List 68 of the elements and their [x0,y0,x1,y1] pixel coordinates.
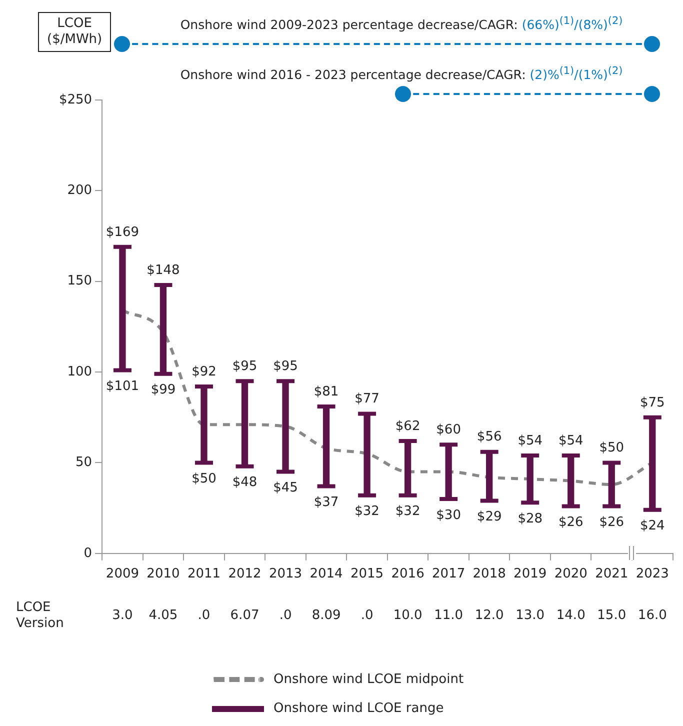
x-tick-label: 2014 [310,566,343,582]
annotation: $29 [476,510,502,525]
y-axis-title: LCOE ($/MWh) [38,12,112,52]
text: .0 [279,608,292,623]
y-tick-label: 200 [67,183,92,198]
data-label: $50 [599,440,624,456]
data-label: $56 [476,430,502,445]
text: 3.0 [112,608,133,623]
annotation: $32 [395,504,420,520]
legend-label: Onshore wind LCOE midpoint [274,672,464,687]
data-label: $75 [640,395,665,410]
text: 12.0 [474,608,504,623]
annotation: $99 [150,382,176,398]
data-label: $54 [558,433,584,448]
annotation: $30 [436,508,461,523]
x-tick-label: 2021 [595,566,628,582]
data-label: $77 [354,392,380,407]
x-tick-label: 2015 [350,566,384,582]
annotation: $28 [518,511,543,526]
annotation: $26 [599,515,624,530]
text: 16.0 [638,608,667,623]
x-tick-label: 2016 [391,566,424,582]
x-tick-label: 2023 [636,566,669,582]
data-label: $95 [232,358,258,374]
annotation: $26 [558,515,584,530]
annotation: $50 [192,472,216,487]
annotation: $32 [354,504,380,520]
x-tick-label: 2009 [106,566,140,582]
y-tick-label: $250 [58,92,92,108]
text: .0 [360,608,374,623]
data-label: $148 [146,262,180,278]
text: 6.07 [230,608,260,623]
annotation: $24 [640,518,665,534]
annotation: $48 [232,475,258,490]
x-tick-label: 2017 [432,566,466,582]
annotation: $101 [106,379,140,394]
x-tick-label: 2011 [187,566,221,582]
text: Onshore wind 2016 - 2023 percentage decrease/CAGR: (2)%$^{(1)}$/(1%)$^{(2)}$ [180,65,623,82]
y-tick-label: 150 [67,274,92,289]
data-label: $81 [314,384,339,400]
data-label: $169 [106,224,140,240]
text: 11.0 [434,608,464,623]
x-tick-label: 2020 [554,566,588,582]
legend-label: Onshore wind LCOE range [274,701,444,716]
text: 15.0 [597,608,626,623]
x-tick-label: 2012 [228,566,262,582]
data-label: $60 [436,422,461,438]
data-label: $95 [273,358,298,374]
text: .0 [198,608,210,623]
text: LCOE Version [16,600,64,631]
text: Onshore wind 2009-2023 percentage decrease/CAGR: (66%)$^{(1)}$/(8%)$^{(2)}$ [180,15,623,32]
x-tick-label: 2018 [472,566,506,582]
y-tick-label: 100 [67,364,92,380]
text: 10.0 [393,608,422,623]
text: 4.05 [148,608,178,623]
x-tick-label: 2019 [514,566,547,582]
annotation: $45 [273,480,298,496]
y-tick-label: 0 [84,546,92,561]
x-tick-label: 2010 [146,566,180,582]
text: 13.0 [516,608,545,623]
data-label: $62 [395,418,420,434]
text: 8.09 [312,608,341,623]
data-label: $54 [518,433,543,448]
x-tick-label: 2013 [268,566,302,582]
text: 14.0 [556,608,586,623]
annotation: $37 [314,495,339,510]
y-tick-label: 50 [76,455,92,470]
data-label: $92 [192,364,216,380]
